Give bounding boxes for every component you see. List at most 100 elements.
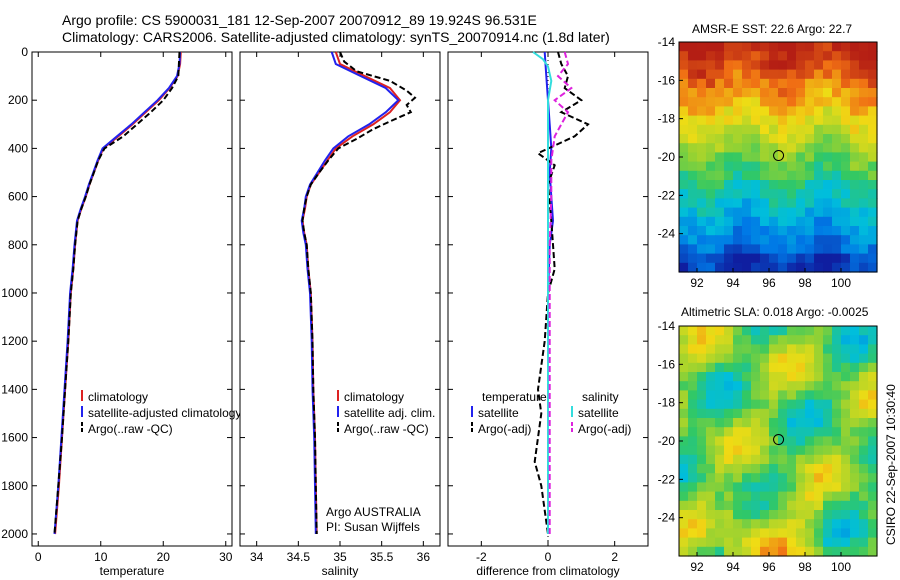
sla-map-cell xyxy=(832,408,842,419)
sst-map-xtick-label: 94 xyxy=(726,276,740,290)
sla-map-cell xyxy=(805,473,815,483)
sst-map-ytick-label: -14 xyxy=(658,35,676,49)
sla-map-cell xyxy=(859,473,869,483)
sla-map-cell xyxy=(796,390,806,401)
sst-map-cell xyxy=(706,253,716,264)
sla-map-ytick-label: -20 xyxy=(658,434,676,448)
sst-map-cell xyxy=(760,262,770,273)
sla-map-cell xyxy=(814,436,824,447)
sla-map-cell xyxy=(688,464,698,474)
sst-map-cell xyxy=(724,170,734,181)
sla-map-cell xyxy=(733,390,743,401)
sla-map-cell xyxy=(850,427,860,437)
sla-map-cell xyxy=(715,491,725,502)
sla-map-cell xyxy=(751,473,761,483)
sst-map-cell xyxy=(823,88,833,98)
sst-map-cell xyxy=(715,152,725,163)
sst-map-cell xyxy=(769,51,779,61)
sla-map-cell xyxy=(733,326,743,336)
sst-map-cell xyxy=(760,189,770,199)
sst-map-cell xyxy=(760,134,770,144)
sla-map-cell xyxy=(769,344,779,355)
sst-map-cell xyxy=(823,115,833,126)
sst-map-cell xyxy=(859,60,869,71)
sst-map-cell xyxy=(760,106,770,117)
sla-map-cell xyxy=(760,390,770,401)
sst-map-cell xyxy=(841,69,851,80)
sla-map-cell xyxy=(778,445,788,456)
sst-map-cell xyxy=(724,97,734,107)
sla-map-cell xyxy=(832,436,842,447)
depth-tick-label: 600 xyxy=(8,190,28,204)
difference-profile-xtick-label: 0 xyxy=(545,550,552,564)
sst-map-cell xyxy=(715,161,725,172)
sst-map-cell xyxy=(805,235,815,245)
sst-map-cell xyxy=(697,253,707,264)
sst-map-cell xyxy=(715,69,725,80)
sla-map-cell xyxy=(742,362,752,373)
sst-map-cell xyxy=(724,51,734,61)
sst-map-cell xyxy=(832,51,842,61)
sla-map-cell xyxy=(724,510,734,520)
sst-map-cell xyxy=(751,78,761,89)
sla-map-cell xyxy=(760,482,770,493)
sst-map-cell xyxy=(715,244,725,255)
sst-map-cell xyxy=(868,115,878,126)
sst-map-cell xyxy=(868,180,878,190)
sla-map-cell xyxy=(706,519,716,529)
temperature-profile-xlabel: temperature xyxy=(100,564,165,578)
sst-map-cell xyxy=(859,134,869,144)
sst-map-cell xyxy=(787,244,797,255)
sla-map-cell xyxy=(715,427,725,437)
sst-map-cell xyxy=(868,235,878,245)
sla-map-cell xyxy=(859,445,869,456)
sla-map-cell xyxy=(832,399,842,410)
sst-map-cell xyxy=(679,207,689,218)
sla-map-cell xyxy=(751,381,761,391)
sla-map-cell xyxy=(841,335,851,345)
sla-map-cell xyxy=(679,390,689,401)
sst-map-cell xyxy=(823,51,833,61)
sst-map-cell xyxy=(769,78,779,89)
sst-map-cell xyxy=(868,51,878,61)
sla-map-cell xyxy=(868,372,878,382)
sst-map-cell xyxy=(778,207,788,218)
sst-map-cell xyxy=(841,180,851,190)
sst-map-cell xyxy=(733,97,743,107)
sla-map-cell xyxy=(805,537,815,548)
sst-map-cell xyxy=(868,78,878,89)
sla-map-cell xyxy=(832,335,842,345)
sst-map-cell xyxy=(778,244,788,255)
sla-map-cell xyxy=(814,454,824,465)
difference-profile-xlabel: difference from climatology xyxy=(476,564,619,578)
sst-map-cell xyxy=(850,244,860,255)
sla-map-cell xyxy=(688,510,698,520)
sla-map-cell xyxy=(706,445,716,456)
sla-map-cell xyxy=(805,445,815,456)
sst-map-cell xyxy=(859,207,869,218)
sst-map-cell xyxy=(841,88,851,98)
salinity-profile-legend-label: climatology xyxy=(344,390,404,404)
sst-map-cell xyxy=(778,60,788,71)
sla-map-cell xyxy=(859,408,869,419)
sst-map-title: AMSR-E SST: 22.6 Argo: 22.7 xyxy=(692,22,853,36)
sla-map-cell xyxy=(841,362,851,373)
sla-map-cell xyxy=(688,528,698,539)
sst-map-cell xyxy=(823,124,833,135)
depth-tick-label: 400 xyxy=(8,141,28,155)
sst-map-cell xyxy=(778,106,788,117)
sst-map-cell xyxy=(769,115,779,126)
difference-profile-legend-label: Argo(-adj) xyxy=(478,422,531,436)
sla-map-cell xyxy=(742,418,752,428)
sst-map-cell xyxy=(796,143,806,153)
sst-map-cell xyxy=(706,51,716,61)
sla-map-cell xyxy=(859,418,869,428)
sla-map-cell xyxy=(805,454,815,465)
sla-map-cell xyxy=(733,482,743,493)
sla-map-cell xyxy=(868,537,878,548)
sla-map-cell xyxy=(814,510,824,520)
sst-map-cell xyxy=(841,152,851,163)
sla-map-cell xyxy=(715,344,725,355)
sst-map-cell xyxy=(823,262,833,273)
sst-map-cell xyxy=(760,143,770,153)
